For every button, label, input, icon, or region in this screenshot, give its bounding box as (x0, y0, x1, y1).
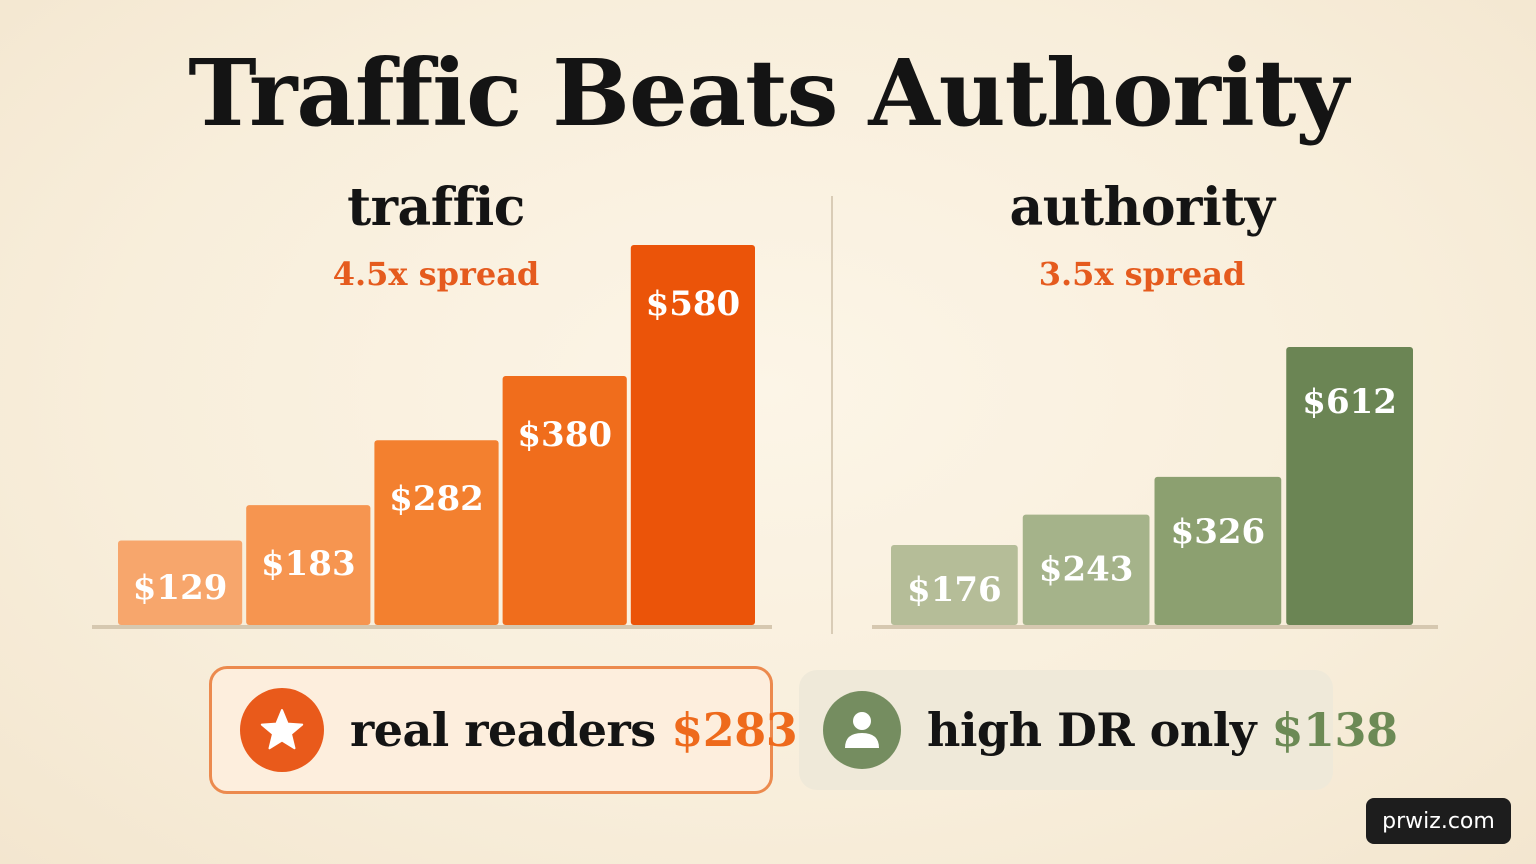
authority-bar-label-3: $326 (1171, 512, 1266, 552)
authority-bar-1 (891, 545, 1018, 625)
traffic-bar-label-5: $580 (646, 284, 741, 324)
high-dr-label: high DR only (927, 703, 1257, 757)
authority-bar-label-2: $243 (1039, 550, 1134, 590)
authority-spread-label: 3.5x spread (1038, 255, 1246, 293)
traffic-bar-label-3: $282 (389, 479, 484, 519)
chart-title: Traffic Beats Authority (188, 39, 1349, 147)
authority-bar-4 (1286, 347, 1413, 625)
person-icon (823, 691, 901, 769)
panel-divider (831, 196, 833, 634)
traffic-panel-title: traffic (347, 177, 525, 238)
traffic-bar-1 (118, 540, 243, 625)
traffic-bar-3 (374, 440, 499, 625)
star-icon (240, 688, 324, 772)
real-readers-value: $283 (671, 703, 798, 757)
traffic-bar-4 (502, 376, 627, 625)
traffic-bars: $129 $183 $282 $380 $580 (118, 245, 755, 625)
authority-bar-2 (1022, 514, 1150, 625)
authority-bar-3 (1154, 476, 1282, 625)
traffic-bar-5 (630, 245, 755, 625)
real-readers-callout: real readers $283 (209, 666, 798, 794)
real-readers-label: real readers (350, 703, 656, 757)
traffic-bar-label-4: $380 (517, 415, 612, 455)
watermark: prwiz.com (1366, 798, 1511, 844)
traffic-bar-2 (246, 505, 371, 625)
authority-panel-title: authority (1009, 177, 1275, 238)
traffic-spread-label: 4.5x spread (332, 255, 540, 293)
authority-bar-label-1: $176 (907, 570, 1002, 610)
authority-bar-label-4: $612 (1302, 382, 1397, 422)
authority-bars: $176 $243 $326 $612 (891, 347, 1413, 625)
high-dr-value: $138 (1271, 703, 1399, 757)
traffic-bar-label-2: $183 (261, 544, 356, 584)
traffic-bar-label-1: $129 (133, 568, 228, 608)
high-dr-callout: high DR only $138 (799, 670, 1398, 790)
